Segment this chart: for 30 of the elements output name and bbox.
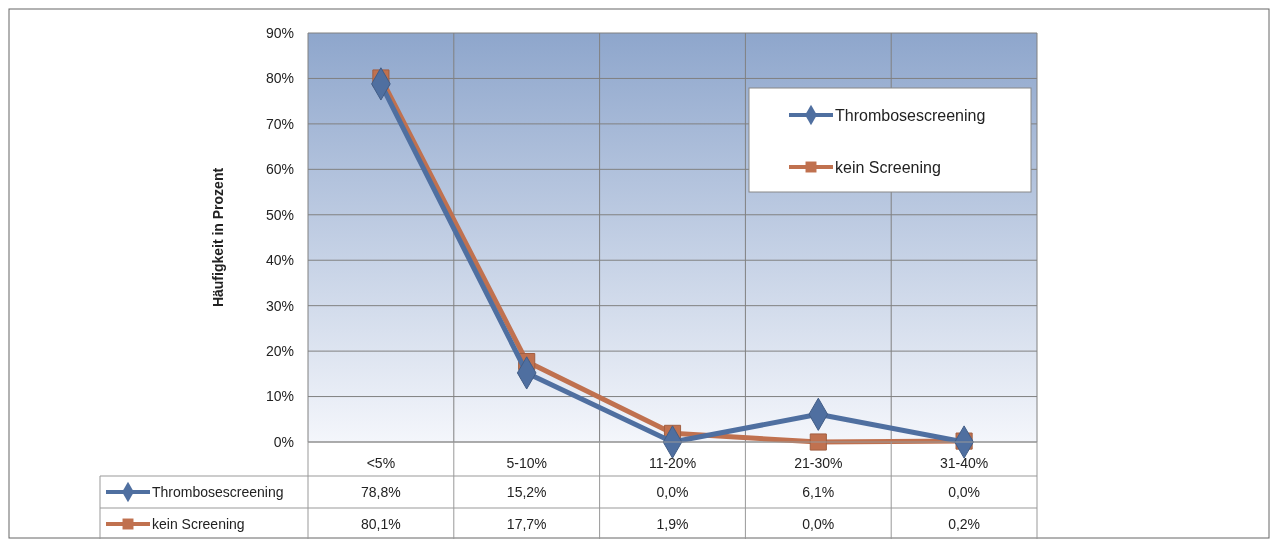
y-tick-label: 50% bbox=[265, 206, 294, 223]
x-tick-label: <5% bbox=[366, 454, 396, 471]
data-label: 80,1% bbox=[361, 515, 401, 532]
y-tick-label: 0% bbox=[273, 433, 294, 450]
y-tick-label: 70% bbox=[265, 115, 294, 132]
text: kein Screening bbox=[152, 515, 245, 532]
x-tick-label: 5-10% bbox=[506, 454, 547, 471]
y-tick-label: 80% bbox=[265, 70, 294, 87]
y-tick-label: 30% bbox=[265, 297, 294, 314]
data-label: 0,0% bbox=[802, 515, 835, 532]
text: Thrombosescreening bbox=[152, 483, 284, 500]
legend-label: Thrombosescreening bbox=[835, 106, 986, 124]
x-tick-label: 21-30% bbox=[794, 454, 843, 471]
y-axis-title: Häufigkeit in Prozent bbox=[210, 167, 226, 308]
legend-label: kein Screening bbox=[835, 158, 941, 176]
data-label: 78,8% bbox=[361, 483, 401, 500]
data-label: 17,7% bbox=[506, 515, 547, 532]
x-tick-label: 31-40% bbox=[939, 454, 989, 471]
data-label: 0,0% bbox=[948, 483, 981, 500]
y-tick-label: 40% bbox=[265, 252, 294, 269]
y-tick-label: 10% bbox=[265, 388, 294, 405]
data-label: 0,0% bbox=[656, 483, 689, 500]
y-tick-label: 20% bbox=[265, 343, 294, 360]
data-label: 6,1% bbox=[802, 483, 835, 500]
x-tick-label: 11-20% bbox=[648, 454, 697, 471]
data-label: 1,9% bbox=[656, 515, 689, 532]
data-label: 0,2% bbox=[948, 515, 981, 532]
y-tick-label: 60% bbox=[265, 161, 294, 178]
data-label: 15,2% bbox=[506, 483, 547, 500]
y-tick-label: 90% bbox=[265, 24, 294, 41]
